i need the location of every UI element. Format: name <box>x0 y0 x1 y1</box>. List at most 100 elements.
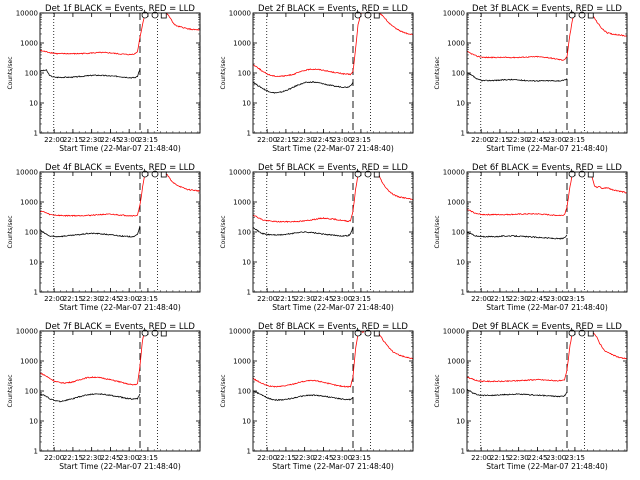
y-tick-label: 1000 <box>20 40 38 48</box>
series-line-lld <box>40 172 200 217</box>
panel-title: Det 6f BLACK = Events, RED = LLD <box>472 163 622 173</box>
peak-marker-circle <box>141 11 149 19</box>
y-tick-label: 10 <box>29 418 38 426</box>
x-tick-label: 22:45 <box>100 136 120 144</box>
y-tick-label: 1 <box>34 448 38 456</box>
series-line-lld <box>40 13 200 56</box>
plot-frame <box>39 12 201 134</box>
y-tick-label: 1 <box>247 130 251 138</box>
peak-marker-circle <box>568 170 576 178</box>
x-tick-label: 23:15 <box>351 295 371 303</box>
y-tick-label: 10000 <box>443 10 465 18</box>
panel-det-3: Det 3f BLACK = Events, RED = LLD Counts/s… <box>434 4 628 153</box>
y-tick-label: 100 <box>238 70 251 78</box>
y-axis-label: Counts/sec <box>7 215 14 248</box>
y-tick-label: 10000 <box>16 10 38 18</box>
x-tick-label: 22:30 <box>295 295 315 303</box>
x-tick-label: 22:45 <box>527 454 547 462</box>
peak-marker-circle <box>151 170 159 178</box>
x-tick-label: 22:30 <box>509 136 529 144</box>
series-line-lld <box>40 331 147 386</box>
y-axis-label: Counts/sec <box>434 215 441 248</box>
x-tick-label: 22:30 <box>295 136 315 144</box>
peak-marker-circle <box>364 329 372 337</box>
series-line-lld <box>253 331 413 388</box>
panel-det-1: Det 1f BLACK = Events, RED = LLD Counts/s… <box>7 4 201 153</box>
series-line-events <box>40 225 141 238</box>
peak-marker-square <box>587 330 594 337</box>
x-tick-label: 23:15 <box>565 295 585 303</box>
panel-title: Det 3f BLACK = Events, RED = LLD <box>472 4 622 14</box>
y-tick-label: 10000 <box>443 169 465 177</box>
x-axis-label: Start Time (22-Mar-07 21:48:40) <box>486 144 608 153</box>
series-line-events <box>40 393 141 403</box>
x-tick-label: 23:00 <box>332 136 352 144</box>
x-tick-label: 22:15 <box>63 454 83 462</box>
panel-det-4: Det 4f BLACK = Events, RED = LLD Counts/s… <box>7 163 201 312</box>
peak-marker-circle <box>578 329 586 337</box>
panel-title: Det 4f BLACK = Events, RED = LLD <box>45 163 195 173</box>
panel-title: Det 2f BLACK = Events, RED = LLD <box>258 4 408 14</box>
peak-marker-circle <box>364 170 372 178</box>
y-tick-label: 1 <box>247 448 251 456</box>
panel-det-9: Det 9f BLACK = Events, RED = LLD Counts/s… <box>434 322 628 471</box>
x-tick-label: 23:00 <box>119 454 139 462</box>
x-tick-label: 23:00 <box>119 136 139 144</box>
x-tick-label: 22:45 <box>313 454 333 462</box>
x-axis-label: Start Time (22-Mar-07 21:48:40) <box>486 462 608 471</box>
plot-frame <box>466 330 628 452</box>
series-line-lld <box>253 172 413 223</box>
x-tick-label: 22:30 <box>509 295 529 303</box>
y-tick-label: 100 <box>238 229 251 237</box>
x-axis-label: Start Time (22-Mar-07 21:48:40) <box>59 462 181 471</box>
panel-det-2: Det 2f BLACK = Events, RED = LLD Counts/s… <box>220 4 414 153</box>
plot-frame <box>39 330 201 452</box>
x-tick-label: 22:00 <box>44 295 64 303</box>
x-tick-label: 23:15 <box>351 454 371 462</box>
y-tick-label: 10000 <box>443 328 465 336</box>
peak-marker-square <box>373 12 380 19</box>
panel-det-8: Det 8f BLACK = Events, RED = LLD Counts/s… <box>220 322 414 471</box>
x-tick-label: 23:00 <box>546 295 566 303</box>
x-tick-label: 22:15 <box>276 295 296 303</box>
y-tick-label: 100 <box>25 229 38 237</box>
series-line-lld <box>467 172 627 217</box>
y-tick-label: 1000 <box>233 40 251 48</box>
x-tick-label: 23:15 <box>138 136 158 144</box>
y-axis-label: Counts/sec <box>7 56 14 89</box>
series-line-lld <box>467 13 627 61</box>
x-axis-label: Start Time (22-Mar-07 21:48:40) <box>272 144 394 153</box>
panel-det-6: Det 6f BLACK = Events, RED = LLD Counts/s… <box>434 163 628 312</box>
peak-marker-circle <box>568 329 576 337</box>
y-tick-label: 10 <box>242 418 251 426</box>
peak-marker-circle <box>578 11 586 19</box>
panel-title: Det 7f BLACK = Events, RED = LLD <box>45 322 195 332</box>
y-tick-label: 100 <box>238 388 251 396</box>
panel-title: Det 5f BLACK = Events, RED = LLD <box>258 163 408 173</box>
x-tick-label: 22:45 <box>313 136 333 144</box>
x-tick-label: 23:00 <box>546 136 566 144</box>
y-tick-label: 10 <box>456 259 465 267</box>
x-tick-label: 22:15 <box>63 295 83 303</box>
x-tick-label: 22:15 <box>490 295 510 303</box>
x-tick-label: 22:30 <box>82 136 102 144</box>
x-tick-label: 23:00 <box>332 295 352 303</box>
peak-marker-circle <box>364 11 372 19</box>
y-tick-label: 1000 <box>233 199 251 207</box>
y-tick-label: 10000 <box>229 169 251 177</box>
y-tick-label: 1 <box>34 130 38 138</box>
x-axis-label: Start Time (22-Mar-07 21:48:40) <box>59 144 181 153</box>
panel-title: Det 9f BLACK = Events, RED = LLD <box>472 322 622 332</box>
peak-marker-square <box>587 12 594 19</box>
y-tick-label: 10000 <box>229 328 251 336</box>
x-tick-label: 22:15 <box>490 454 510 462</box>
x-tick-label: 22:00 <box>257 295 277 303</box>
peak-marker-square <box>160 330 167 337</box>
x-tick-label: 22:00 <box>257 454 277 462</box>
y-axis-label: Counts/sec <box>434 56 441 89</box>
series-line-events <box>253 81 354 94</box>
y-tick-label: 100 <box>25 388 38 396</box>
x-tick-label: 23:00 <box>546 454 566 462</box>
x-tick-label: 23:15 <box>351 136 371 144</box>
